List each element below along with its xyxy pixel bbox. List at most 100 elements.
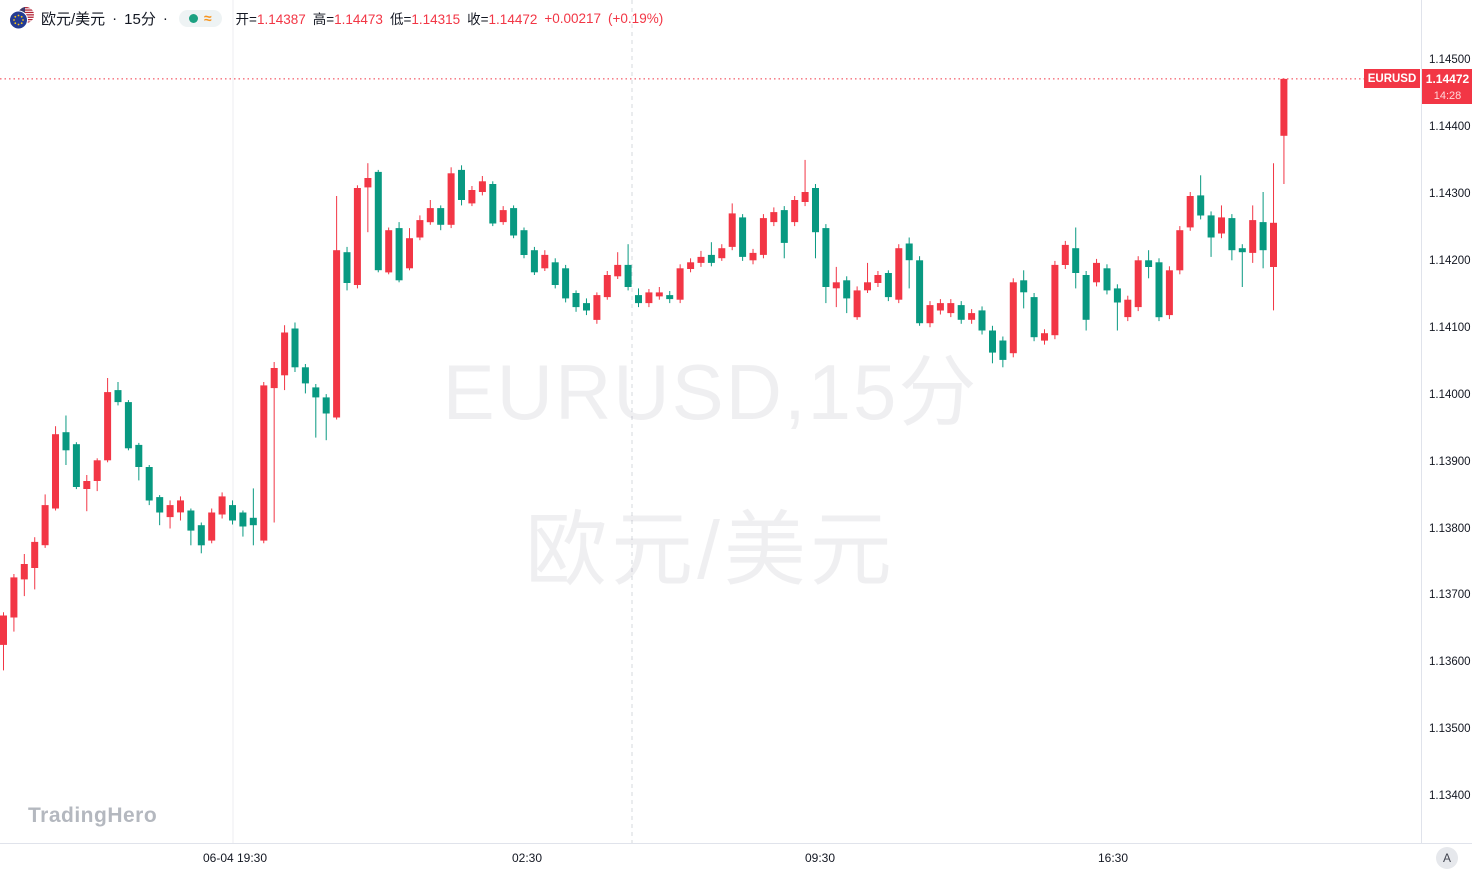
last-price-badge: 1.14472 bbox=[1422, 69, 1472, 89]
candle-body bbox=[551, 262, 559, 285]
candle-body bbox=[999, 340, 1007, 360]
candle-body bbox=[1030, 297, 1038, 338]
candle-body bbox=[978, 310, 986, 331]
candle-body bbox=[812, 188, 819, 233]
candle-body bbox=[666, 295, 674, 300]
candle-body bbox=[655, 292, 663, 297]
candle-body bbox=[1197, 195, 1205, 216]
candle-body bbox=[447, 173, 455, 225]
candle-body bbox=[395, 228, 403, 281]
high-label: 高= bbox=[312, 12, 335, 27]
candle-body bbox=[72, 444, 80, 487]
candle-body bbox=[364, 178, 372, 188]
candle-body bbox=[1093, 262, 1100, 283]
candle-body bbox=[322, 397, 330, 414]
price-tick-label: 1.14000 bbox=[1429, 388, 1471, 401]
candle-body bbox=[1020, 280, 1028, 293]
symbol-title[interactable]: 欧元/美元 bbox=[41, 10, 106, 28]
delayed-data-icon: ≈ bbox=[203, 9, 212, 26]
candle-body bbox=[291, 328, 299, 368]
candle-body bbox=[676, 268, 684, 300]
price-tick-label: 1.14300 bbox=[1429, 188, 1471, 201]
separator-dot: · bbox=[112, 9, 118, 27]
close-value: 1.14472 bbox=[488, 12, 538, 27]
time-tick-label: 09:30 bbox=[804, 851, 836, 865]
candle-body bbox=[947, 303, 955, 314]
candle-body bbox=[385, 230, 393, 273]
candle-body bbox=[458, 169, 465, 200]
candle-body bbox=[905, 243, 913, 261]
change-value: +0.00217 bbox=[544, 10, 602, 26]
candle-body bbox=[218, 496, 226, 515]
candle-body bbox=[770, 212, 778, 223]
candle-body bbox=[728, 213, 736, 247]
tradinghero-logo: TradingHero bbox=[28, 804, 158, 827]
timeframe-label[interactable]: 15分 bbox=[124, 10, 156, 28]
candle-body bbox=[353, 188, 361, 285]
candle-body bbox=[645, 292, 653, 304]
market-status-pill[interactable]: ≈ bbox=[178, 9, 222, 27]
open-value: 1.14387 bbox=[256, 12, 306, 27]
candle-body bbox=[916, 260, 924, 324]
candle-body bbox=[614, 264, 622, 277]
candle-body bbox=[864, 282, 871, 291]
candle-body bbox=[93, 460, 101, 481]
low-label: 低= bbox=[389, 12, 412, 27]
candle-body bbox=[1165, 270, 1173, 316]
candle-body bbox=[31, 541, 39, 568]
candle-body bbox=[499, 210, 507, 223]
price-tick-label: 1.14100 bbox=[1429, 321, 1471, 334]
candle-body bbox=[801, 192, 809, 202]
candle-body bbox=[780, 210, 788, 243]
candle-body bbox=[1103, 268, 1111, 291]
candle-body bbox=[1218, 217, 1225, 234]
candle-body bbox=[1228, 218, 1236, 251]
low-value: 1.14315 bbox=[411, 12, 461, 27]
candle-body bbox=[426, 208, 434, 223]
adaptive-scale-button[interactable]: A bbox=[1436, 847, 1458, 869]
candle-body bbox=[135, 444, 143, 467]
candle-body bbox=[20, 564, 28, 580]
candle-body bbox=[229, 505, 236, 521]
time-tick-label: 16:30 bbox=[1097, 851, 1129, 865]
price-tick-label: 1.13800 bbox=[1429, 522, 1471, 535]
candle-body bbox=[478, 181, 486, 192]
candle-body bbox=[926, 305, 934, 324]
candle-body bbox=[1280, 78, 1288, 136]
candle-body bbox=[52, 434, 59, 509]
price-tick-label: 1.14500 bbox=[1429, 54, 1471, 67]
candle-body bbox=[249, 517, 257, 526]
candle-body bbox=[884, 273, 892, 298]
candle-body bbox=[270, 368, 278, 389]
last-price-symbol-badge: EURUSD bbox=[1364, 69, 1420, 89]
time-scale[interactable]: A 06-04 19:30 02:30 09:30 16:30 bbox=[0, 843, 1472, 872]
price-tick-label: 1.13900 bbox=[1429, 455, 1471, 468]
candle-body bbox=[1061, 244, 1069, 265]
candle-body bbox=[166, 505, 174, 518]
price-tick-label: 1.14400 bbox=[1429, 121, 1471, 134]
candle-body bbox=[1009, 282, 1017, 354]
candle-body bbox=[510, 208, 518, 236]
candle-body bbox=[437, 208, 445, 225]
price-tick-label: 1.13700 bbox=[1429, 589, 1471, 602]
ohlc-readout: 开=1.14387 高=1.14473 低=1.14315 收=1.14472 … bbox=[236, 8, 664, 28]
candle-body bbox=[603, 275, 611, 298]
candle-body bbox=[301, 367, 309, 384]
price-scale[interactable]: 1.14472 14:28 1.14500 1.14400 1.14300 1.142… bbox=[1421, 0, 1472, 843]
candle-body bbox=[572, 293, 580, 308]
candlestick-plot[interactable] bbox=[0, 0, 1421, 843]
candle-body bbox=[406, 238, 413, 269]
candle-body bbox=[83, 481, 91, 489]
candle-body bbox=[635, 295, 642, 304]
separator-dot: · bbox=[162, 9, 168, 27]
candle-body bbox=[1207, 215, 1215, 238]
candle-body bbox=[739, 217, 747, 257]
candle-body bbox=[936, 303, 944, 311]
candle-body bbox=[541, 254, 549, 269]
candle-body bbox=[749, 252, 757, 261]
candle-body bbox=[104, 392, 112, 461]
chart-canvas[interactable]: EURUSD,15分 欧元/美元 bbox=[0, 0, 1421, 843]
open-label: 开= bbox=[235, 12, 257, 27]
symbol-header: 欧元/美元 · 15分 · ≈ 开=1.14387 高=1.14473 低=1.… bbox=[8, 5, 663, 31]
